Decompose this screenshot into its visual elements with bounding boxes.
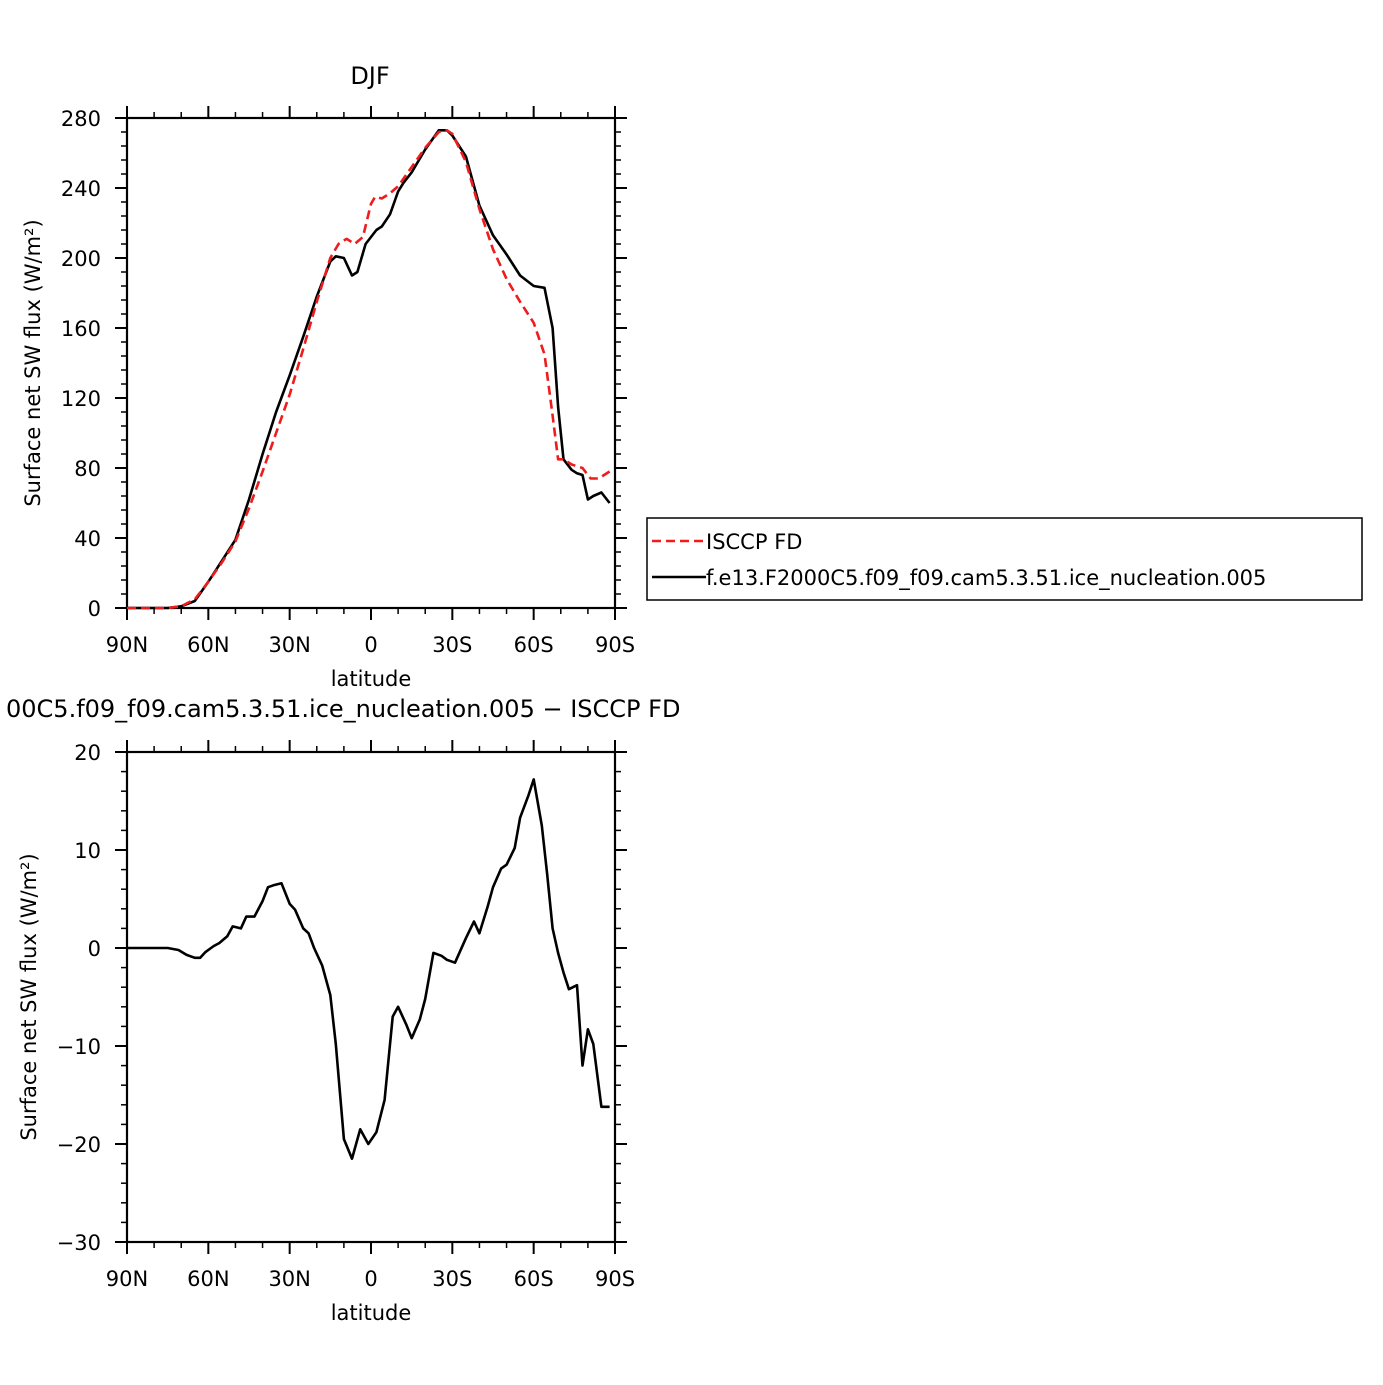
x-tick-label: 30S [432, 1267, 472, 1291]
bottom-chart: 00C5.f09_f09.cam5.3.51.ice_nucleation.00… [6, 695, 680, 1325]
top-y-axis-label: Surface net SW flux (W/m²) [21, 219, 45, 506]
x-tick-label: 60S [514, 1267, 554, 1291]
legend: ISCCP FD f.e13.F2000C5.f09_f09.cam5.3.51… [646, 517, 1363, 601]
x-tick-label: 30N [268, 633, 310, 657]
bottom-x-axis-label: latitude [331, 1301, 412, 1325]
legend-label-model: f.e13.F2000C5.f09_f09.cam5.3.51.ice_nucl… [706, 566, 1266, 591]
x-tick-label: 30N [268, 1267, 310, 1291]
y-tick-label: 80 [74, 457, 101, 481]
y-tick-label: −30 [57, 1231, 101, 1255]
y-tick-label: 280 [61, 107, 101, 131]
y-tick-label: −10 [57, 1035, 101, 1059]
legend-label-isccp: ISCCP FD [706, 530, 802, 554]
y-tick-label: 160 [61, 317, 101, 341]
top-axis-ticks [115, 106, 627, 620]
y-tick-label: 20 [74, 741, 101, 765]
top-x-axis-label: latitude [331, 667, 412, 691]
x-tick-label: 30S [432, 633, 472, 657]
bottom-chart-title: 00C5.f09_f09.cam5.3.51.ice_nucleation.00… [6, 695, 680, 723]
top-x-tick-labels: 90N 60N 30N 0 30S 60S 90S [106, 633, 635, 657]
y-tick-label: 200 [61, 247, 101, 271]
x-tick-label: 90N [106, 1267, 148, 1291]
bottom-series-line-0 [127, 778, 610, 1160]
top-chart-title: DJF [350, 62, 389, 90]
x-tick-label: 90S [595, 633, 635, 657]
legend-box [646, 517, 1363, 601]
top-chart: DJF 90N 60N 30N 0 30S 60S 90S 0 40 80 120 160 200 24… [21, 62, 635, 691]
x-tick-label: 0 [364, 1267, 377, 1291]
top-y-tick-labels: 0 40 80 120 160 200 240 280 [61, 107, 101, 621]
x-tick-label: 60N [187, 633, 229, 657]
y-tick-label: 240 [61, 177, 101, 201]
top-plot-frame [125, 116, 617, 610]
bottom-x-tick-labels: 90N 60N 30N 0 30S 60S 90S [106, 1267, 635, 1291]
bottom-axis-ticks [115, 740, 627, 1254]
y-tick-label: 10 [74, 839, 101, 863]
bottom-y-tick-labels: −30 −20 −10 0 10 20 [57, 741, 101, 1255]
y-tick-label: 0 [88, 937, 101, 961]
y-tick-label: −20 [57, 1133, 101, 1157]
x-tick-label: 60N [187, 1267, 229, 1291]
x-tick-label: 90N [106, 633, 148, 657]
y-tick-label: 0 [88, 597, 101, 621]
bottom-y-axis-label: Surface net SW flux (W/m²) [17, 853, 41, 1140]
y-tick-label: 40 [74, 527, 101, 551]
top-series-line-0 [127, 129, 611, 610]
bottom-series-lines [127, 778, 610, 1160]
x-tick-label: 0 [364, 633, 377, 657]
top-series-line-1 [127, 129, 611, 610]
x-tick-label: 90S [595, 1267, 635, 1291]
top-series-lines [127, 129, 611, 610]
x-tick-label: 60S [514, 633, 554, 657]
y-tick-label: 120 [61, 387, 101, 411]
